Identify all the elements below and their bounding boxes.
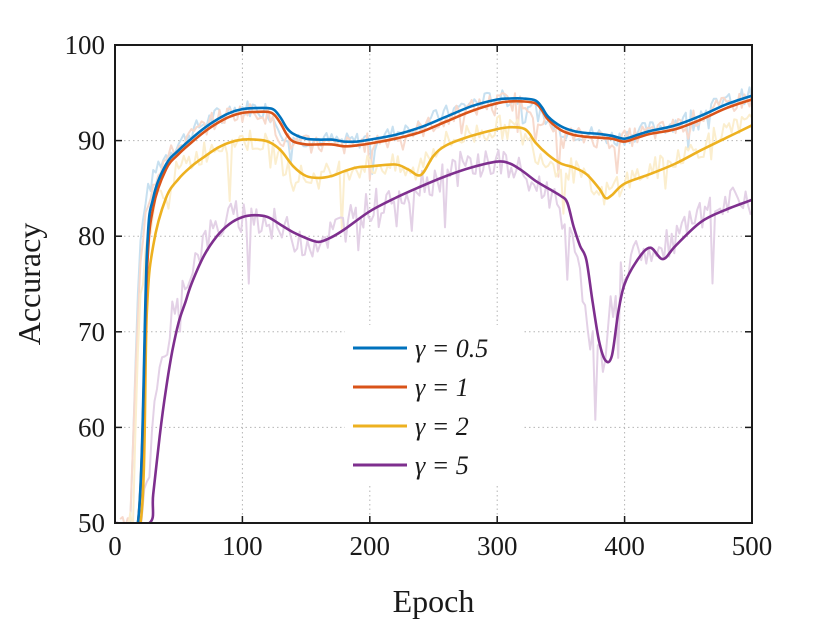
- series-line: [115, 98, 752, 523]
- plot-frame: [114, 44, 753, 524]
- y-tick-label: 90: [78, 126, 105, 156]
- y-tick-label: 100: [65, 30, 106, 60]
- series-line: [115, 160, 752, 523]
- legend-box: [345, 325, 523, 485]
- y-tick-label: 50: [78, 508, 105, 538]
- series-line: [115, 94, 752, 523]
- series-line: [115, 124, 752, 523]
- axis-ticks: 0 100 200 300 400 500 50 60 70 80 90 100: [65, 30, 773, 561]
- legend-label: γ = 5: [415, 451, 469, 480]
- x-axis-label: Epoch: [393, 583, 475, 619]
- x-tick-label: 0: [108, 531, 122, 561]
- y-tick-label: 70: [78, 317, 105, 347]
- x-tick-label: 100: [222, 531, 263, 561]
- x-tick-label: 500: [732, 531, 773, 561]
- legend-label: γ = 2: [415, 412, 469, 441]
- legend: γ = 0.5 γ = 1 γ = 2 γ = 5: [345, 325, 523, 485]
- series-lines: [115, 94, 752, 523]
- legend-label: γ = 0.5: [415, 334, 488, 363]
- x-tick-label: 400: [604, 531, 645, 561]
- y-axis-label: Accuracy: [11, 223, 47, 346]
- x-tick-label: 200: [350, 531, 391, 561]
- noise-trace: [127, 113, 752, 523]
- legend-label: γ = 1: [415, 373, 469, 402]
- y-tick-label: 60: [78, 412, 105, 442]
- y-tick-label: 80: [78, 221, 105, 251]
- x-tick-label: 300: [477, 531, 518, 561]
